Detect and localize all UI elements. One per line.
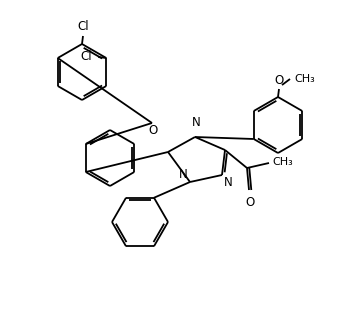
Text: CH₃: CH₃ [294,74,315,84]
Text: Cl: Cl [77,20,89,33]
Text: Cl: Cl [81,50,92,63]
Text: N: N [192,116,200,129]
Text: CH₃: CH₃ [272,157,293,167]
Text: O: O [245,196,255,209]
Text: N: N [179,169,188,182]
Text: N: N [224,176,233,188]
Text: O: O [148,124,158,137]
Text: O: O [274,74,284,87]
